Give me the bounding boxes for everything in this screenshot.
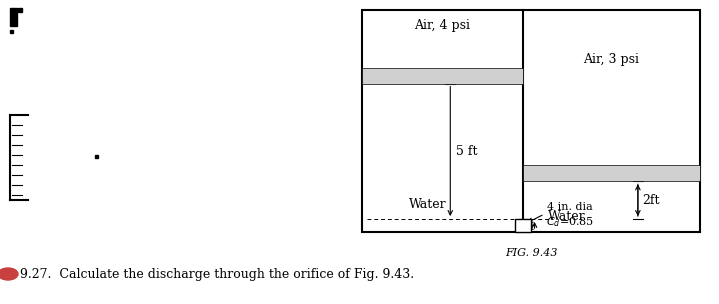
Bar	[10, 30, 13, 33]
Bar	[523, 165, 700, 181]
Text: 9.27.  Calculate the discharge through the orifice of Fig. 9.43.: 9.27. Calculate the discharge through th…	[20, 268, 414, 281]
Bar	[362, 10, 700, 232]
Bar	[515, 219, 531, 232]
Text: $C_d$=0.85: $C_d$=0.85	[546, 215, 593, 229]
Text: 5 ft: 5 ft	[457, 145, 477, 158]
Bar	[10, 8, 17, 26]
Text: 2ft: 2ft	[642, 194, 659, 207]
Text: Water: Water	[408, 198, 446, 210]
Text: ft: ft	[528, 223, 536, 232]
Text: Water: Water	[548, 210, 586, 223]
Text: Air, 4 psi: Air, 4 psi	[414, 19, 470, 33]
Bar	[18, 8, 22, 12]
Bar	[362, 68, 523, 84]
Ellipse shape	[0, 268, 18, 280]
Text: FIG. 9.43: FIG. 9.43	[505, 248, 557, 258]
Bar	[95, 155, 98, 158]
Text: 4 in. dia: 4 in. dia	[546, 202, 592, 212]
Text: Air, 3 psi: Air, 3 psi	[583, 54, 639, 67]
